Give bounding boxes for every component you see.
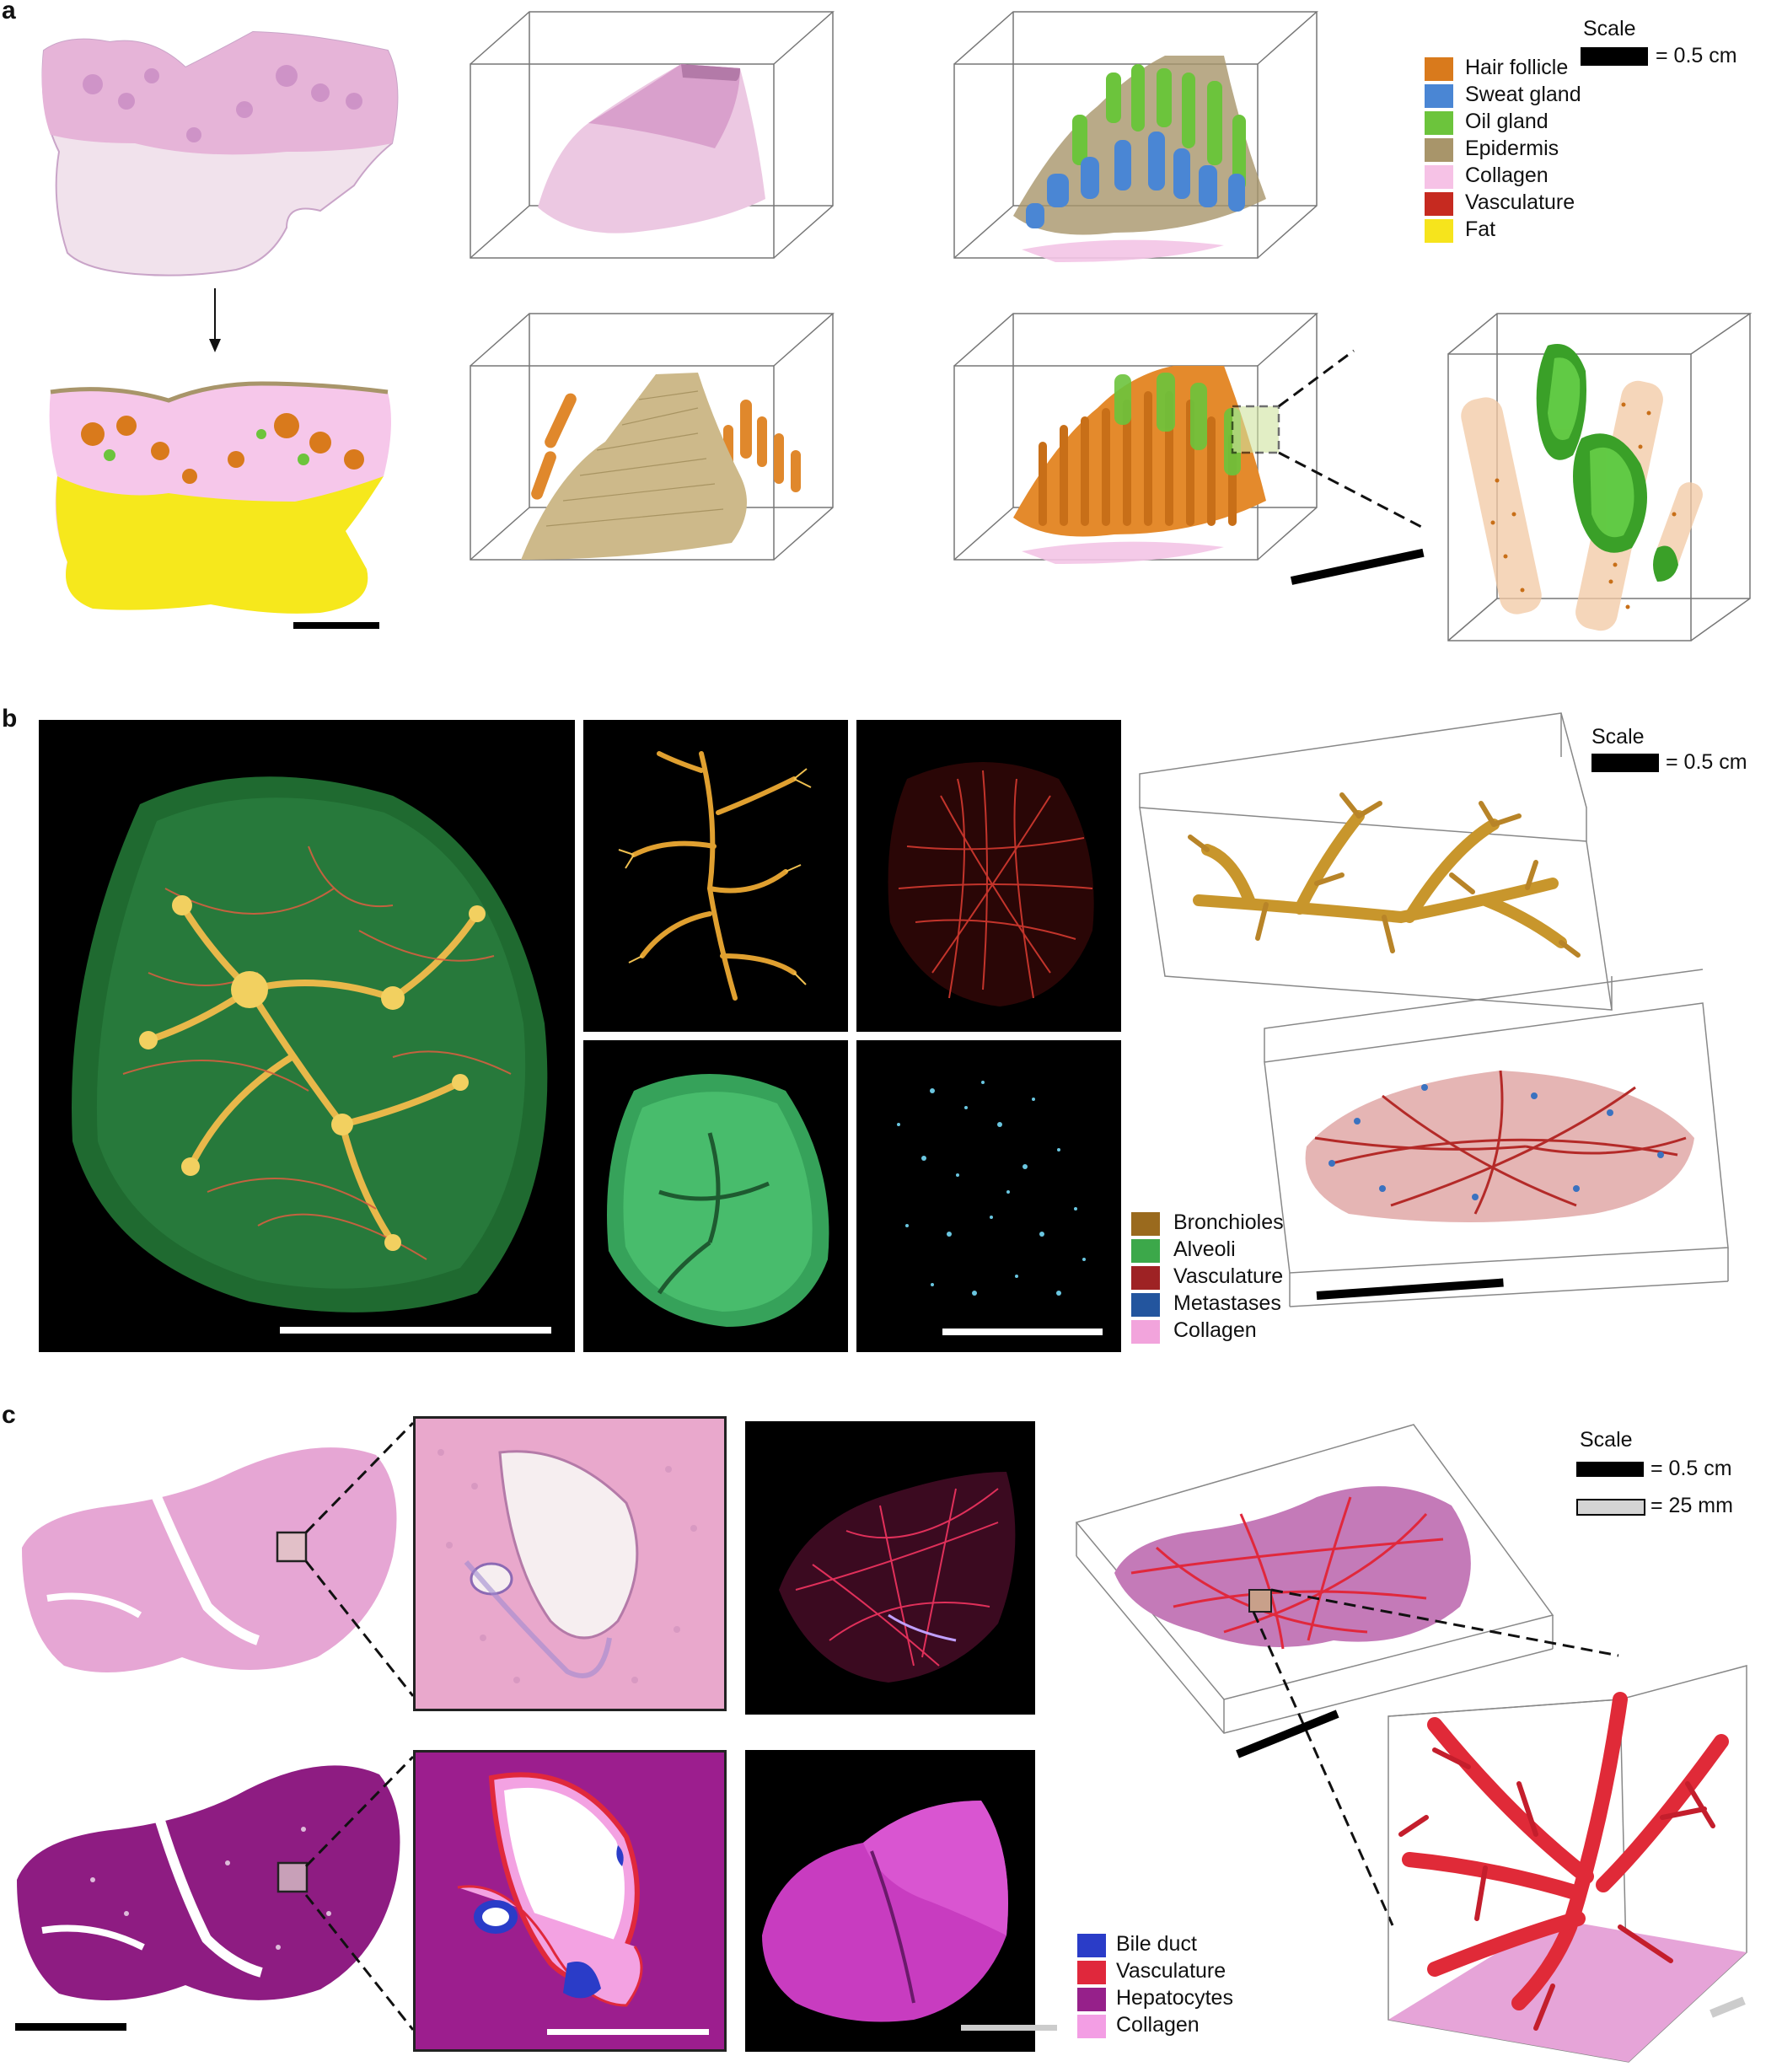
c-legend: Bile duct Vasculature Hepatocytes Collag… [1077, 1934, 1263, 2052]
a-3d-epidermis-volume [462, 307, 934, 585]
b-alveoli-image [583, 1040, 848, 1352]
panel-c-letter: c [2, 1401, 16, 1430]
legend-label: Bronchioles [1173, 1210, 1284, 1235]
c-scale-title: Scale [1580, 1428, 1633, 1452]
legend-label: Collagen [1173, 1318, 1257, 1343]
panel-a-letter: a [2, 0, 16, 25]
legend-swatch [1077, 1988, 1106, 2011]
legend-swatch [1131, 1266, 1160, 1290]
c-zoom-lines-top [303, 1416, 421, 1703]
c-seg-scale-bar [15, 2023, 126, 2031]
b-bronchioles-image [583, 720, 848, 1032]
b-scale-key-text: = 0.5 cm [1666, 750, 1747, 775]
legend-swatch [1425, 192, 1453, 216]
legend-swatch [1425, 165, 1453, 189]
b-scale-title: Scale [1591, 725, 1645, 749]
legend-label: Epidermis [1465, 137, 1559, 161]
b-composite-scale-bar [280, 1327, 551, 1334]
legend-label: Alveoli [1173, 1237, 1236, 1262]
legend-swatch [1131, 1212, 1160, 1236]
legend-swatch [1131, 1320, 1160, 1344]
a-scale-title: Scale [1583, 17, 1636, 41]
b-composite-image [39, 720, 575, 1352]
a-3d-combined-volume [946, 307, 1418, 585]
legend-swatch [1077, 1934, 1106, 1957]
legend-label: Oil gland [1465, 110, 1549, 134]
panel-b-letter: b [2, 705, 17, 733]
a-scale-key-bar [1581, 47, 1648, 66]
a-zoom-volume [1447, 312, 1767, 649]
c-scale-key-bar-1 [1576, 1462, 1644, 1477]
c-hepatocytes-image [745, 1750, 1035, 2052]
c-hepatocytes-scale-bar [961, 2025, 1057, 2031]
legend-swatch [1077, 2015, 1106, 2038]
b-3d-bronchioles [1131, 706, 1654, 1027]
legend-swatch [1131, 1293, 1160, 1317]
down-arrow-icon [202, 288, 228, 356]
c-he-zoom [413, 1416, 727, 1711]
legend-swatch [1131, 1239, 1160, 1263]
b-legend: Bronchioles Alveoli Vasculature Metastas… [1131, 1212, 1325, 1355]
legend-swatch [1425, 57, 1453, 81]
b-vasculature-image [856, 720, 1121, 1032]
a-3d-glands-volume [946, 5, 1418, 283]
legend-label: Vasculature [1465, 191, 1575, 215]
legend-label: Metastases [1173, 1291, 1281, 1316]
c-scale-key-text-2: = 25 mm [1650, 1494, 1733, 1518]
legend-label: Vasculature [1173, 1264, 1283, 1289]
legend-label: Collagen [1116, 2013, 1200, 2037]
c-seg-zoom [413, 1750, 727, 2052]
c-3d-vasculature-zoom [1384, 1649, 1755, 2070]
a-legend: Hair follicle Sweat gland Oil gland Epid… [1425, 57, 1627, 251]
legend-swatch [1425, 219, 1453, 243]
b-metastases-image [856, 1040, 1121, 1352]
legend-label: Hair follicle [1465, 56, 1568, 80]
a-2d-scale-bar [293, 622, 379, 629]
b-scale-key-bar [1591, 754, 1659, 772]
legend-label: Fat [1465, 217, 1495, 242]
a-3d-he-volume [462, 5, 934, 283]
b-panel-scale-bar [942, 1329, 1103, 1335]
legend-swatch [1077, 1961, 1106, 1984]
c-seg-zoom-scale-bar [547, 2029, 709, 2035]
legend-label: Collagen [1465, 164, 1549, 188]
a-scale-key-text: = 0.5 cm [1656, 44, 1737, 68]
c-scale-key-bar-2 [1576, 1499, 1645, 1516]
legend-swatch [1425, 111, 1453, 135]
legend-label: Sweat gland [1465, 83, 1581, 107]
b-3d-vasculature [1256, 995, 1779, 1332]
legend-label: Hepatocytes [1116, 1986, 1233, 2010]
legend-swatch [1425, 138, 1453, 162]
c-vasculature-image [745, 1421, 1035, 1715]
legend-label: Bile duct [1116, 1932, 1197, 1957]
a-he-section [34, 17, 405, 303]
c-scale-key-text-1: = 0.5 cm [1650, 1457, 1732, 1481]
c-zoom-lines-bottom [303, 1750, 421, 2037]
legend-label: Vasculature [1116, 1959, 1226, 1983]
legend-swatch [1425, 84, 1453, 108]
a-segmented-section [42, 375, 413, 628]
